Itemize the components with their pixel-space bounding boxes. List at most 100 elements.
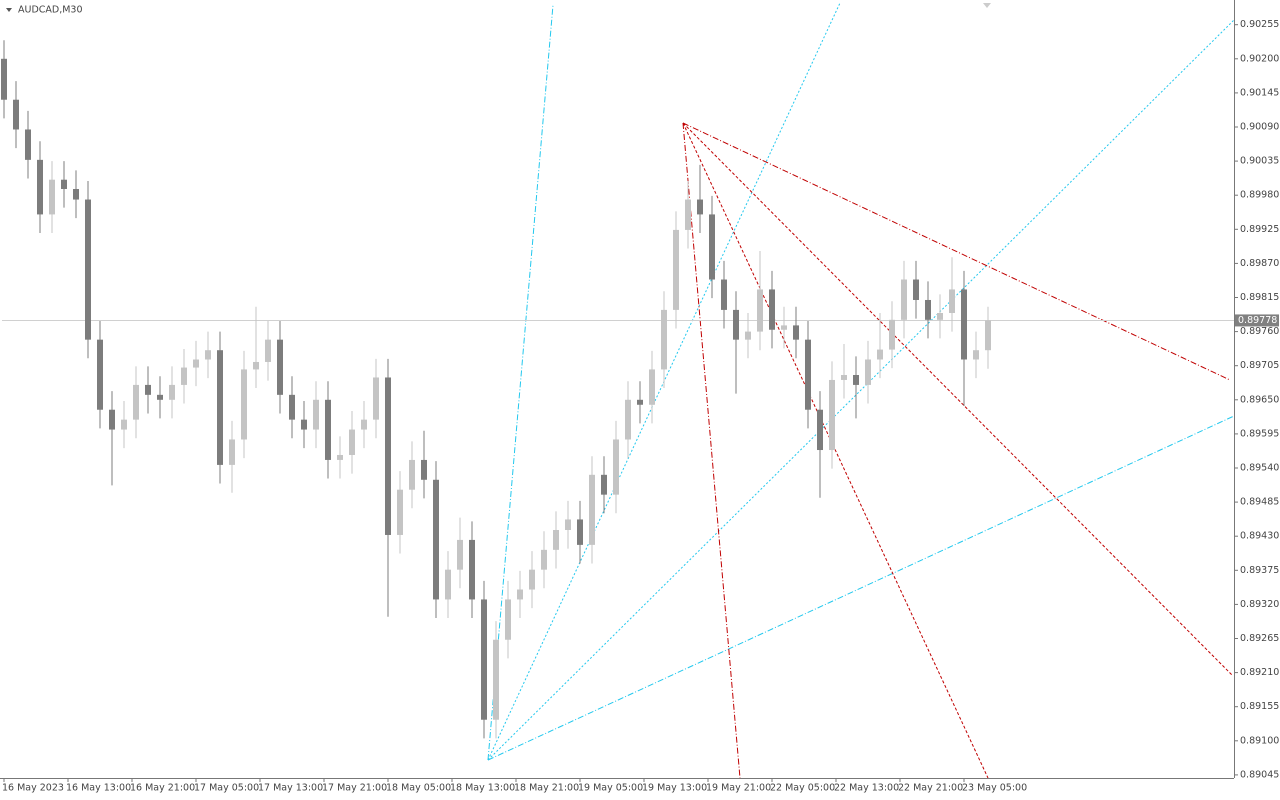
candle-body — [577, 519, 583, 545]
y-tick-label: 0.89430 — [1240, 531, 1279, 542]
y-tick-label: 0.89485 — [1240, 497, 1279, 508]
candle-body — [313, 399, 319, 430]
y-tick-label: 0.89705 — [1240, 360, 1279, 371]
candle-body — [721, 279, 727, 310]
candle-body — [349, 429, 355, 455]
cyan-fan-line — [487, 4, 554, 761]
candle-body — [229, 439, 235, 465]
y-tick-label: 0.89815 — [1240, 292, 1279, 303]
y-tick-label: 0.89210 — [1240, 667, 1279, 678]
x-tick-label: 16 May 13:00 — [66, 783, 131, 794]
candle-body — [205, 350, 211, 360]
candle-body — [817, 409, 823, 451]
candle-body — [13, 99, 19, 130]
candle-body — [169, 384, 175, 400]
candle-body — [793, 325, 799, 340]
candle-body — [325, 399, 331, 460]
y-tick-label: 0.90145 — [1240, 87, 1279, 98]
candle-body — [781, 325, 787, 330]
x-tick-label: 18 May 13:00 — [450, 783, 515, 794]
candle-body — [109, 409, 115, 430]
x-tick-label: 16 May 2023 — [2, 783, 64, 794]
candle-body — [541, 549, 547, 570]
candle-body — [925, 299, 931, 320]
candle-body — [805, 339, 811, 410]
shift-marker — [983, 3, 991, 8]
candle-body — [37, 159, 43, 215]
menu-arrow[interactable] — [6, 8, 12, 12]
candle-body — [961, 289, 967, 360]
y-tick-label: 0.89045 — [1240, 769, 1279, 780]
x-tick-label: 18 May 05:00 — [386, 783, 451, 794]
candle-body — [373, 377, 379, 420]
candle-body — [97, 339, 103, 410]
candle-body — [973, 350, 979, 360]
candle-body — [397, 489, 403, 535]
candle-body — [1, 58, 7, 100]
y-tick-label: 0.89870 — [1240, 258, 1279, 269]
candle-body — [505, 599, 511, 640]
candle-body — [565, 519, 571, 530]
x-tick-label: 17 May 13:00 — [258, 783, 323, 794]
candle-body — [661, 309, 667, 370]
candle-body — [25, 129, 31, 160]
y-tick-label: 0.89925 — [1240, 224, 1279, 235]
candle-body — [865, 359, 871, 385]
candle-body — [913, 279, 919, 300]
candle-body — [937, 313, 943, 320]
candle-body — [685, 199, 691, 230]
candle-body — [493, 639, 499, 720]
candle-body — [457, 539, 463, 570]
candle-body — [733, 309, 739, 340]
last-price-box — [1235, 314, 1279, 327]
y-tick-label: 0.90090 — [1240, 122, 1279, 133]
candle-body — [301, 419, 307, 430]
candle-body — [769, 289, 775, 330]
candle-body — [181, 367, 187, 385]
candle-body — [193, 359, 199, 368]
candle-body — [49, 179, 55, 215]
x-tick-label: 23 May 05:00 — [962, 783, 1027, 794]
x-tick-label: 22 May 05:00 — [770, 783, 835, 794]
candle-body — [841, 375, 847, 380]
candle-body — [553, 530, 559, 550]
candle-body — [757, 289, 763, 332]
candle-body — [589, 474, 595, 545]
candle-body — [157, 394, 163, 400]
candle-body — [361, 419, 367, 430]
candle-body — [613, 439, 619, 495]
candle-body — [649, 369, 655, 405]
cyan-fan-line — [487, 19, 1235, 761]
y-tick-label: 0.90255 — [1240, 19, 1279, 30]
candle-body — [337, 454, 343, 460]
y-tick-label: 0.89375 — [1240, 565, 1279, 576]
candle-body — [709, 214, 715, 280]
x-tick-label: 19 May 13:00 — [642, 783, 707, 794]
x-tick-label: 18 May 21:00 — [514, 783, 579, 794]
candle-body — [433, 479, 439, 600]
candle-body — [277, 339, 283, 395]
x-tick-label: 22 May 21:00 — [898, 783, 963, 794]
y-tick-label: 0.89540 — [1240, 463, 1279, 474]
candle-body — [265, 339, 271, 362]
candle-body — [985, 320, 991, 351]
candle-body — [829, 379, 835, 451]
candle-body — [949, 289, 955, 313]
candle-body — [73, 189, 79, 200]
candle-body — [625, 399, 631, 440]
candle-body — [253, 361, 259, 370]
y-tick-label: 0.89320 — [1240, 599, 1279, 610]
x-tick-label: 16 May 21:00 — [130, 783, 195, 794]
candle-body — [385, 377, 391, 535]
candle-body — [637, 399, 643, 405]
x-tick-label: 19 May 05:00 — [578, 783, 643, 794]
candle-body — [289, 394, 295, 420]
red-fan-line — [682, 122, 741, 779]
candle-body — [217, 350, 223, 465]
candle-body — [529, 569, 535, 590]
y-tick-label: 0.89760 — [1240, 326, 1279, 337]
candle-body — [133, 384, 139, 420]
red-fan-line — [682, 122, 989, 779]
candle-body — [481, 599, 487, 720]
